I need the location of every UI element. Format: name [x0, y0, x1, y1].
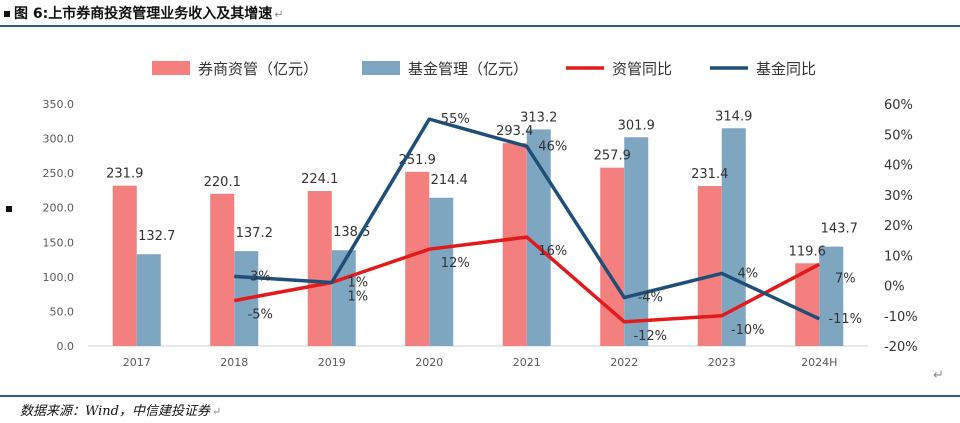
x-tick-label: 2019 — [318, 356, 346, 369]
source-text: 数据来源：Wind，中信建投证券 — [20, 404, 210, 419]
y-left-tick-label: 250.0 — [43, 167, 75, 180]
line-data-label: -10% — [731, 323, 765, 338]
x-tick-label: 2020 — [415, 356, 443, 369]
bar-data-label: 137.2 — [236, 226, 273, 241]
bar-data-label: 132.7 — [138, 229, 175, 244]
line-data-label: -4% — [638, 291, 663, 306]
figure-title: 图 6:上市券商投资管理业务收入及其增速 ↵ — [4, 3, 283, 23]
y-left-tick-label: 350.0 — [43, 98, 75, 111]
y-left-tick-label: 50.0 — [50, 305, 75, 318]
bar — [819, 246, 844, 346]
bar-data-label: 313.2 — [520, 110, 557, 125]
x-tick-label: 2024H — [801, 356, 837, 369]
return-mark-icon: ↵ — [274, 8, 284, 21]
bar — [502, 143, 527, 346]
bar-data-label: 220.1 — [204, 175, 241, 190]
line-data-label: 1% — [347, 289, 368, 304]
line-data-label: 16% — [538, 244, 567, 259]
title-bullet-icon — [4, 11, 10, 17]
x-tick-label: 2021 — [513, 356, 541, 369]
bar-data-label: 314.9 — [715, 109, 752, 124]
bar — [331, 250, 356, 346]
y-right-tick-label: 30% — [884, 189, 913, 204]
legend-swatch — [362, 61, 400, 75]
legend-label: 基金管理（亿元） — [408, 60, 528, 78]
bar — [307, 191, 332, 346]
bar-data-label: 293.4 — [496, 124, 533, 139]
bar — [405, 171, 430, 346]
chart: 0.0 50.0 100.0 150.0 200.0 250.0 300.0 350.0 -20… — [43, 60, 918, 369]
y-right-tick-label: -20% — [884, 340, 918, 355]
source-return-mark-icon: ↵ — [212, 405, 222, 418]
x-tick-label: 2022 — [610, 356, 638, 369]
line-data-label: 4% — [737, 266, 758, 281]
legend-label: 资管同比 — [612, 60, 672, 78]
figure-title-text: 图 6:上市券商投资管理业务收入及其增速 — [14, 6, 273, 22]
bar-data-label: 301.9 — [618, 118, 655, 133]
top-rule — [0, 25, 960, 27]
side-bullet-icon — [6, 206, 12, 212]
y-right-tick-label: -10% — [884, 310, 918, 325]
line-data-label: -5% — [248, 308, 273, 323]
y-left-tick-label: 300.0 — [43, 133, 75, 146]
end-return-mark-icon: ↵ — [933, 368, 944, 383]
line-data-label: 3% — [250, 269, 271, 284]
x-tick-label: 2018 — [220, 356, 248, 369]
source-note: 数据来源：Wind，中信建投证券 ↵ — [20, 400, 221, 419]
y-right-tick-label: 20% — [884, 219, 913, 234]
legend-label: 基金同比 — [756, 60, 816, 78]
y-left-tick-label: 150.0 — [43, 236, 75, 249]
bar — [136, 254, 161, 346]
y-left-tick-label: 100.0 — [43, 271, 75, 284]
bar-data-label: 257.9 — [594, 149, 631, 164]
bar — [697, 186, 722, 346]
line-data-label: 7% — [835, 271, 856, 286]
bar-data-label: 224.1 — [301, 172, 338, 187]
line-data-label: 1% — [347, 275, 368, 290]
bar-data-label: 231.4 — [691, 167, 728, 182]
x-tick-label: 2023 — [708, 356, 736, 369]
y-right-tick-label: 10% — [884, 249, 913, 264]
line-data-label: -11% — [828, 312, 862, 327]
x-tick-label: 2017 — [123, 356, 151, 369]
bar-data-label: 143.7 — [821, 222, 858, 237]
y-right-tick-label: 0% — [884, 280, 905, 295]
series-line — [234, 117, 820, 321]
line-data-label: -12% — [633, 329, 667, 344]
legend-label: 券商资管（亿元） — [198, 60, 318, 78]
bar — [429, 197, 454, 346]
bar — [112, 185, 137, 346]
bar-data-label: 214.4 — [431, 173, 468, 188]
bar — [210, 193, 235, 346]
y-left-tick-label: 0.0 — [57, 340, 75, 353]
bar-data-label: 119.6 — [789, 244, 826, 259]
y-right-tick-label: 60% — [884, 98, 913, 113]
y-right-tick-label: 50% — [884, 128, 913, 143]
bar — [795, 263, 820, 346]
line-data-label: 46% — [538, 139, 567, 154]
bottom-rule — [0, 395, 960, 397]
bar-data-label: 231.9 — [106, 167, 143, 182]
y-right-tick-label: 40% — [884, 159, 913, 174]
line-data-label: 55% — [441, 112, 470, 127]
title-row: 图 6:上市券商投资管理业务收入及其增速 ↵ — [0, 0, 960, 24]
y-left-tick-label: 200.0 — [43, 202, 75, 215]
legend-swatch — [152, 61, 190, 75]
bar — [624, 137, 649, 346]
line-data-label: 12% — [441, 256, 470, 271]
